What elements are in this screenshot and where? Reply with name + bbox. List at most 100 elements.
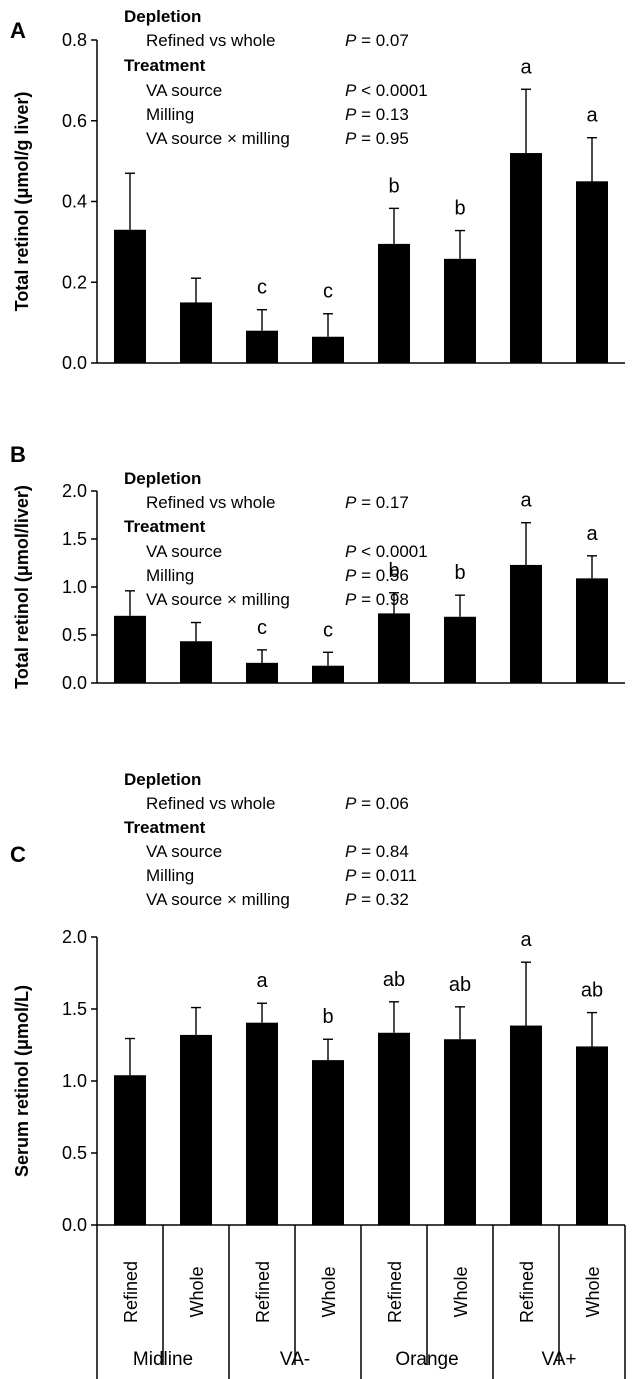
panel-letter: C xyxy=(10,842,26,867)
annotation-label: Milling xyxy=(146,105,194,124)
significance-letter: a xyxy=(520,490,532,512)
bar xyxy=(576,1046,608,1225)
x-category-label: Whole xyxy=(583,1266,603,1317)
annotation-label: Refined vs whole xyxy=(146,794,275,813)
y-tick-label: 0.5 xyxy=(62,625,87,645)
bar xyxy=(378,1032,410,1225)
significance-letter: ab xyxy=(581,980,603,1002)
annotation-p-value: P = 0.98 xyxy=(345,590,409,609)
x-group-label: Orange xyxy=(395,1349,458,1370)
bar xyxy=(180,302,212,363)
annotation-heading: Treatment xyxy=(124,517,206,536)
y-tick-label: 0.0 xyxy=(62,673,87,693)
bar xyxy=(246,662,278,683)
significance-letter: b xyxy=(454,198,465,220)
x-category-label: Whole xyxy=(187,1266,207,1317)
x-category-label: Whole xyxy=(319,1266,339,1317)
y-tick-label: 0.8 xyxy=(62,30,87,50)
y-tick-label: 2.0 xyxy=(62,927,87,947)
bar xyxy=(312,1060,344,1225)
significance-letter: a xyxy=(520,929,532,951)
significance-letter: a xyxy=(256,970,268,992)
bar xyxy=(180,1034,212,1225)
annotation-label: Refined vs whole xyxy=(146,31,275,50)
annotation-label: Refined vs whole xyxy=(146,493,275,512)
x-group-label: VA+ xyxy=(541,1349,576,1370)
significance-letter: b xyxy=(388,560,399,582)
annotation-p-value: P = 0.13 xyxy=(345,105,409,124)
significance-letter: b xyxy=(322,1006,333,1028)
panel-letter: A xyxy=(10,18,26,43)
y-axis-label: Serum retinol (μmol/L) xyxy=(12,985,32,1177)
significance-letter: b xyxy=(388,175,399,197)
bar xyxy=(378,243,410,363)
bar xyxy=(444,1039,476,1225)
significance-letter: ab xyxy=(449,974,471,996)
y-tick-label: 0.6 xyxy=(62,111,87,131)
bar xyxy=(114,229,146,363)
significance-letter: c xyxy=(257,277,267,299)
annotation-label: VA source × milling xyxy=(146,890,290,909)
annotation-heading: Depletion xyxy=(124,469,201,488)
significance-letter: a xyxy=(520,56,532,78)
bar xyxy=(312,336,344,363)
significance-letter: c xyxy=(257,617,267,639)
annotation-heading: Treatment xyxy=(124,56,206,75)
x-category-label: Refined xyxy=(253,1261,273,1323)
annotation-p-value: P < 0.0001 xyxy=(345,81,428,100)
panel-b: B Depletion Refined vs whole P = 0.17 Treatm… xyxy=(10,442,625,693)
annotation-p-value: P = 0.56 xyxy=(345,566,409,585)
x-group-label: VA- xyxy=(280,1349,310,1370)
bar xyxy=(510,564,542,683)
annotation-p-value: P = 0.06 xyxy=(345,794,409,813)
panels: A Depletion Refined vs whole P = 0.07 Treatm… xyxy=(10,7,625,1235)
bar xyxy=(510,1025,542,1225)
annotation-label: VA source × milling xyxy=(146,590,290,609)
bar xyxy=(510,153,542,363)
y-tick-label: 1.5 xyxy=(62,529,87,549)
annotation-p-value: P < 0.0001 xyxy=(345,542,428,561)
annotation-p-value: P = 0.84 xyxy=(345,842,409,861)
bar xyxy=(180,641,212,683)
x-category-label: Refined xyxy=(121,1261,141,1323)
annotation-p-value: P = 0.32 xyxy=(345,890,409,909)
panel-c: C Depletion Refined vs whole P = 0.06 Treatm… xyxy=(10,770,625,1235)
bar xyxy=(246,1022,278,1225)
significance-letter: a xyxy=(586,523,598,545)
annotation-p-value: P = 0.011 xyxy=(345,866,417,885)
x-category-label: Refined xyxy=(517,1261,537,1323)
significance-letter: ab xyxy=(383,969,405,991)
panel-a: A Depletion Refined vs whole P = 0.07 Treatm… xyxy=(10,7,625,373)
bar xyxy=(378,613,410,683)
bar xyxy=(444,258,476,363)
annotation-p-value: P = 0.95 xyxy=(345,129,409,148)
x-group-label: Midline xyxy=(133,1349,193,1370)
y-tick-label: 0.5 xyxy=(62,1143,87,1163)
significance-letter: b xyxy=(454,562,465,584)
annotation-label: VA source xyxy=(146,542,222,561)
annotation-label: Milling xyxy=(146,866,194,885)
bar xyxy=(576,578,608,683)
annotation-p-value: P = 0.17 xyxy=(345,493,409,512)
y-tick-label: 0.2 xyxy=(62,272,87,292)
annotation-heading: Depletion xyxy=(124,7,201,26)
bar xyxy=(312,665,344,683)
annotation-label: VA source xyxy=(146,842,222,861)
y-tick-label: 1.0 xyxy=(62,1071,87,1091)
x-category-label: Refined xyxy=(385,1261,405,1323)
annotation-heading: Treatment xyxy=(124,818,206,837)
y-tick-label: 0.0 xyxy=(62,353,87,373)
significance-letter: c xyxy=(323,619,333,641)
annotation-label: Milling xyxy=(146,566,194,585)
y-tick-label: 2.0 xyxy=(62,481,87,501)
annotation-heading: Depletion xyxy=(124,770,201,789)
x-category-label: Whole xyxy=(451,1266,471,1317)
significance-letter: a xyxy=(586,105,598,127)
bar xyxy=(114,1075,146,1225)
bar xyxy=(114,615,146,683)
bar xyxy=(246,330,278,363)
y-tick-label: 1.0 xyxy=(62,577,87,597)
x-axis-category-labels: Refined Whole Refined Whole Refined Whole Refi… xyxy=(96,1225,626,1379)
y-tick-label: 1.5 xyxy=(62,999,87,1019)
